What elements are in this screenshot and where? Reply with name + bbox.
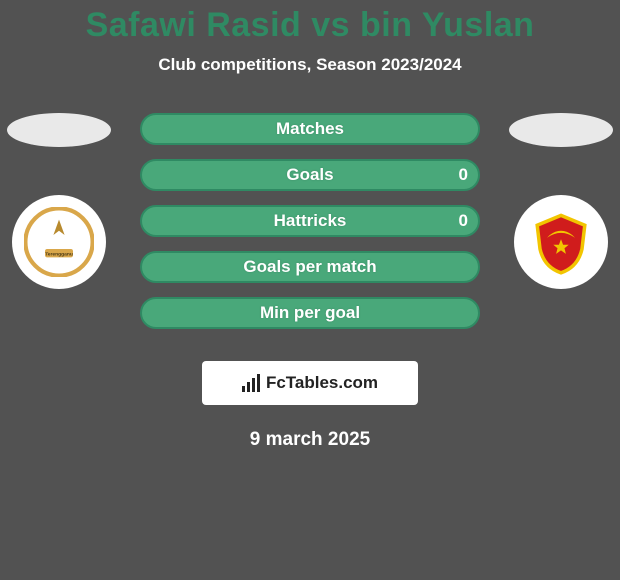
- player-left-photo-placeholder: [7, 113, 111, 147]
- player-left-club-crest: Terengganu: [12, 195, 106, 289]
- player-left-slot: Terengganu: [4, 111, 114, 289]
- brand-badge: FcTables.com: [202, 361, 418, 405]
- stat-bar-right-value: 0: [459, 211, 468, 231]
- stat-bar: Hattricks 0: [140, 205, 480, 237]
- comparison-infographic: Safawi Rasid vs bin Yuslan Club competit…: [0, 0, 620, 580]
- stat-bar-label: Matches: [276, 119, 344, 139]
- stats-area: Terengganu MatchesGoals0Hattricks0Goals …: [0, 111, 620, 341]
- stat-bar-label: Goals: [286, 165, 333, 185]
- stat-bar-label: Goals per match: [243, 257, 376, 277]
- player-right-slot: [506, 111, 616, 289]
- selangor-crest-icon: [526, 207, 596, 277]
- page-subtitle: Club competitions, Season 2023/2024: [0, 55, 620, 75]
- stat-bar: Goals per match: [140, 251, 480, 283]
- stat-bar-label: Min per goal: [260, 303, 360, 323]
- player-right-club-crest: [514, 195, 608, 289]
- terengganu-crest-icon: Terengganu: [24, 207, 94, 277]
- stat-bar: Matches: [140, 113, 480, 145]
- stat-bar-right-value: 0: [459, 165, 468, 185]
- svg-text:Terengganu: Terengganu: [45, 251, 73, 257]
- stat-bar-label: Hattricks: [274, 211, 347, 231]
- stat-bar: Min per goal: [140, 297, 480, 329]
- player-right-photo-placeholder: [509, 113, 613, 147]
- brand-text: FcTables.com: [266, 373, 378, 393]
- page-title: Safawi Rasid vs bin Yuslan: [0, 0, 620, 45]
- stat-bar: Goals 0: [140, 159, 480, 191]
- stat-bars: Matches Goals 0 Hattricks 0 Goals per match Mi…: [140, 113, 480, 329]
- date-text: 9 march 2025: [0, 429, 620, 451]
- bar-chart-icon: [242, 374, 260, 392]
